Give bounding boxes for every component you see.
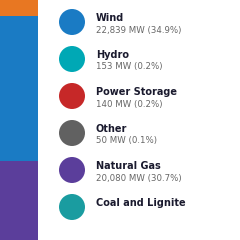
Circle shape [59, 120, 85, 146]
Circle shape [59, 194, 85, 220]
Circle shape [59, 157, 85, 183]
Bar [0, 16, 38, 161]
Circle shape [59, 46, 85, 72]
Text: Natural Gas: Natural Gas [96, 161, 161, 171]
Text: Hydro: Hydro [96, 50, 129, 60]
Text: 140 MW (0.2%): 140 MW (0.2%) [96, 100, 162, 108]
Text: Other: Other [96, 124, 127, 134]
Text: 50 MW (0.1%): 50 MW (0.1%) [96, 137, 157, 145]
Bar [0, 0, 38, 16]
Bar [0, 161, 38, 240]
Text: Power Storage: Power Storage [96, 87, 177, 97]
Text: 20,080 MW (30.7%): 20,080 MW (30.7%) [96, 174, 182, 182]
Text: 153 MW (0.2%): 153 MW (0.2%) [96, 62, 162, 72]
Text: Coal and Lignite: Coal and Lignite [96, 198, 186, 208]
Circle shape [59, 9, 85, 35]
Circle shape [59, 83, 85, 109]
Text: Wind: Wind [96, 13, 124, 23]
Text: 22,839 MW (34.9%): 22,839 MW (34.9%) [96, 25, 181, 35]
